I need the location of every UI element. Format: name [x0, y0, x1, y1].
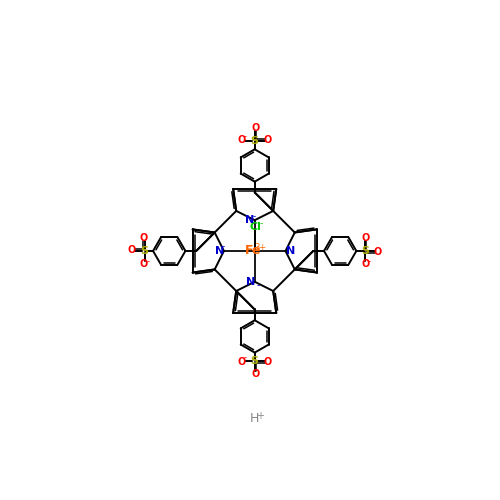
- Text: N: N: [286, 246, 295, 256]
- Text: O: O: [128, 245, 136, 255]
- Text: N: N: [214, 246, 224, 256]
- Text: H: H: [250, 412, 260, 424]
- Text: O: O: [238, 357, 246, 367]
- Text: O: O: [252, 123, 260, 133]
- Text: S: S: [250, 136, 258, 146]
- Text: N: N: [246, 215, 254, 225]
- Text: -: -: [243, 132, 246, 141]
- Text: O: O: [264, 135, 272, 145]
- Text: S: S: [250, 356, 258, 366]
- Text: O: O: [252, 369, 260, 379]
- Text: S: S: [361, 246, 369, 256]
- Text: +: +: [256, 410, 264, 420]
- Text: Fe: Fe: [245, 244, 262, 258]
- Text: Cl: Cl: [250, 222, 262, 232]
- Text: O: O: [264, 357, 272, 367]
- Text: -: -: [147, 257, 150, 266]
- Text: O: O: [140, 259, 148, 269]
- Text: -: -: [243, 352, 246, 362]
- Text: S: S: [140, 246, 148, 256]
- Text: O: O: [238, 135, 246, 145]
- Text: -: -: [367, 257, 370, 266]
- Text: O: O: [362, 259, 370, 269]
- Text: -: -: [259, 218, 262, 228]
- Text: -: -: [252, 212, 256, 221]
- Text: 3+: 3+: [254, 244, 266, 252]
- Text: N: N: [246, 277, 256, 287]
- Text: -: -: [256, 281, 260, 290]
- Text: -: -: [222, 242, 225, 252]
- Text: O: O: [362, 233, 370, 243]
- Text: O: O: [374, 246, 382, 256]
- Text: O: O: [140, 233, 148, 243]
